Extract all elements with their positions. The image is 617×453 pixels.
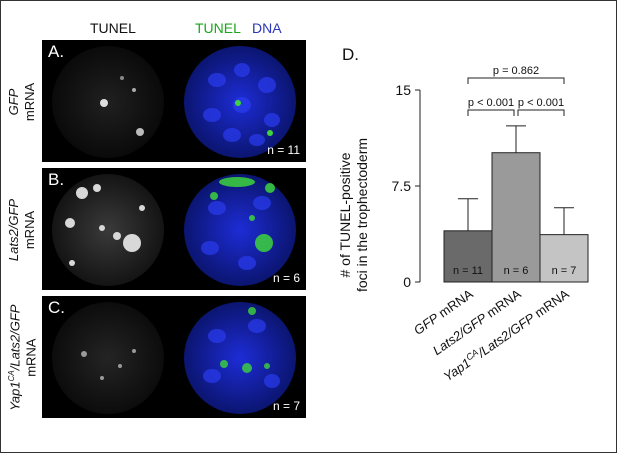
row-label-lats2: Lats2/GFP mRNA — [6, 198, 38, 262]
panel-label-b: B. — [48, 170, 65, 189]
row-label-gfp: GFP mRNA — [6, 82, 37, 122]
embryo-images-c — [52, 296, 306, 418]
dna-merge-header: DNA — [252, 20, 282, 36]
bar-n-label: n = 11 — [453, 265, 483, 277]
bar — [539, 234, 589, 283]
p-value-label: p < 0.001 — [468, 97, 514, 109]
n-count-c: n = 7 — [272, 399, 300, 413]
significance-bracket — [517, 109, 565, 116]
p-value-label: p < 0.001 — [518, 97, 564, 109]
chart-panel-label: D. — [342, 45, 359, 64]
tunel-merge-header: TUNEL — [195, 20, 241, 36]
micrograph-panel-b: B. n = 6 — [42, 168, 306, 290]
significance-bracket — [467, 77, 565, 84]
bar — [491, 152, 541, 283]
bar-n-label: n = 6 — [504, 265, 529, 277]
embryo-images-b — [52, 168, 306, 290]
embryo-images-a — [52, 40, 306, 162]
row-label-yap1: Yap1CA/Lats2/GFP mRNA — [7, 304, 39, 412]
y-axis-label-line2: foci in the trophectoderm — [354, 138, 370, 292]
y-axis-label-line1: # of TUNEL-positive — [337, 152, 353, 277]
y-tick-label: 7.5 — [392, 178, 412, 194]
significance-bracket — [467, 109, 515, 116]
panel-label-c: C. — [48, 298, 65, 317]
p-value-label: p = 0.862 — [493, 65, 539, 77]
bar-chart: D. # of TUNEL-positive foci in the troph… — [337, 45, 589, 384]
y-tick-label: 0 — [403, 274, 411, 290]
y-tick-label: 15 — [395, 82, 411, 98]
tunel-column-header: TUNEL — [90, 20, 136, 36]
micrograph-panel-c: C. n = 7 — [42, 296, 306, 418]
bar-n-label: n = 7 — [552, 265, 577, 277]
panel-label-a: A. — [48, 42, 65, 61]
micrograph-panel-a: A. n = 11 — [42, 40, 306, 162]
n-count-a: n = 11 — [267, 143, 300, 157]
n-count-b: n = 6 — [272, 271, 300, 285]
